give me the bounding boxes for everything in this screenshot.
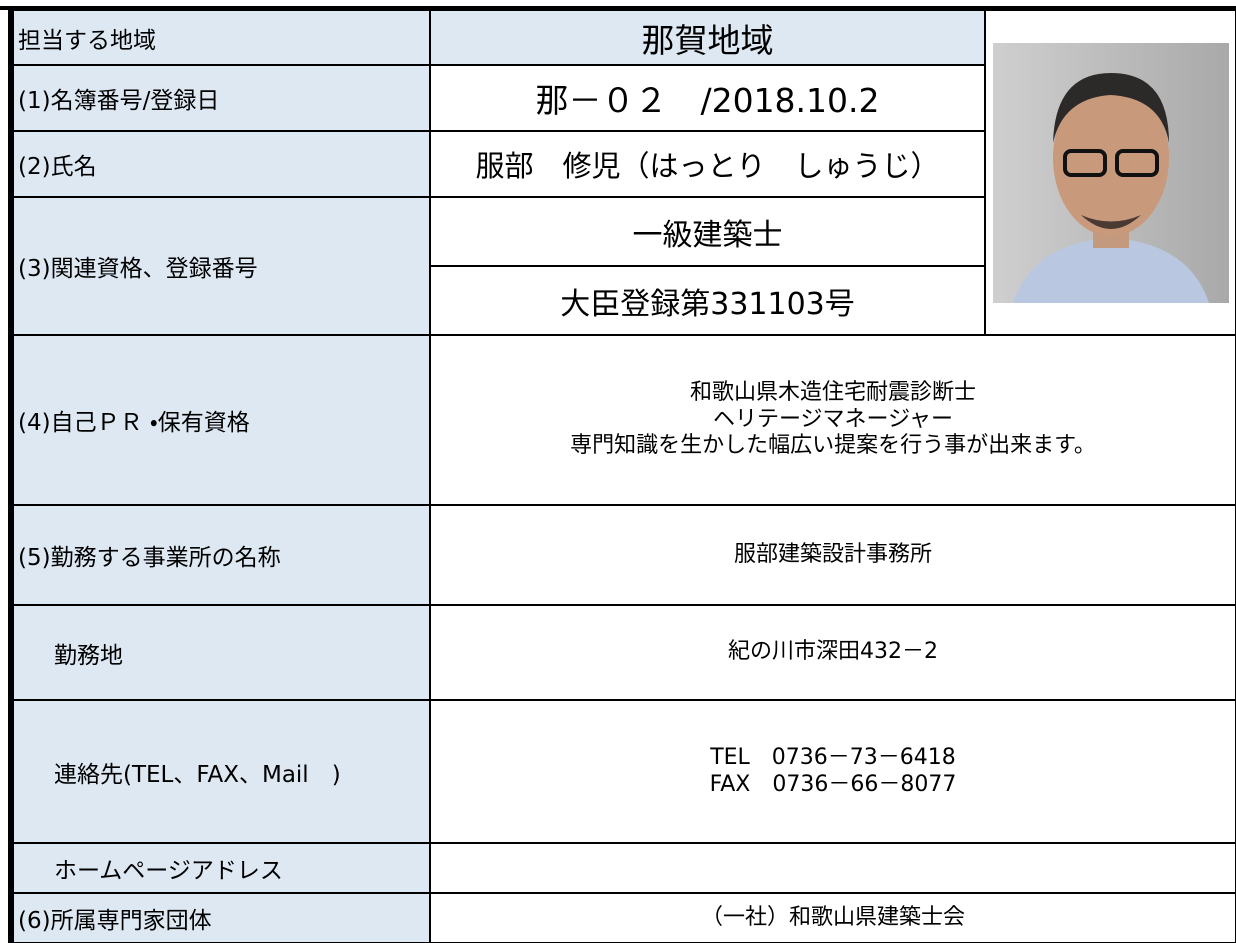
row-label: (1)名簿番号/登録日 <box>8 65 430 131</box>
row-value: 服部 修児（はっとり しゅうじ） <box>430 131 985 197</box>
line: ヘリテージマネージャー <box>712 406 954 432</box>
row-label: (2)氏名 <box>8 131 430 197</box>
row-value: 那－０２ /2018.10.2 <box>430 65 985 131</box>
row-label: (5)勤務する事業所の名称 <box>8 505 430 605</box>
line: 専門知識を生かした幅広い提案を行う事が出来ます。 <box>570 433 1096 459</box>
row-label: (3)関連資格、登録番号 <box>8 197 430 335</box>
row-label: (4)自己ＰＲ ・保有資格 <box>8 335 430 505</box>
line: 和歌山県木造住宅耐震診断士 <box>689 380 976 406</box>
row-label: 担当する地域 <box>8 10 430 65</box>
photo-cell <box>985 10 1236 335</box>
row-label: (6)所属専門家団体 <box>8 893 430 943</box>
row-value: TEL 0736－73－6418 FAX 0736－66－8077 <box>430 700 1236 843</box>
row-label: ホームページアドレス <box>8 843 430 893</box>
photo <box>992 42 1229 303</box>
row-label: 連絡先(TEL、FAX、Mail ) <box>8 700 430 843</box>
row-value: （一社）和歌山県建築士会 <box>430 893 1236 943</box>
row-value: 大臣登録第331103号 <box>430 266 985 335</box>
row-value: 那賀地域 <box>430 10 985 65</box>
line: FAX 0736－66－8077 <box>709 771 957 797</box>
top-border <box>0 6 1236 10</box>
row-value: 一級建築士 <box>430 197 985 266</box>
row-value: 服部建築設計事務所 <box>430 505 1236 605</box>
row-value: 和歌山県木造住宅耐震診断士 ヘリテージマネージャー 専門知識を生かした幅広い提案… <box>430 335 1236 505</box>
row-value <box>430 843 1236 893</box>
row-value: 紀の川市深田432－2 <box>430 605 1236 700</box>
row-label: 勤務地 <box>8 605 430 700</box>
line: TEL 0736－73－6418 <box>710 745 956 771</box>
